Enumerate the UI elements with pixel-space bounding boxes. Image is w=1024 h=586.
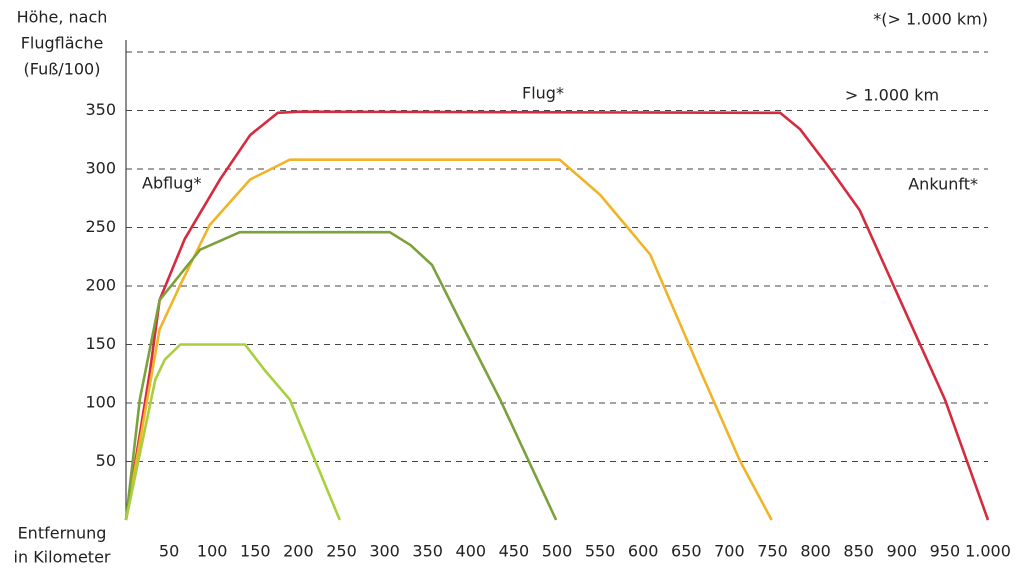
line-series bbox=[124, 230, 558, 521]
x-tick-label: 50 bbox=[159, 542, 179, 561]
x-tick-label: 450 bbox=[499, 542, 530, 561]
x-tick-label: 250 bbox=[326, 542, 357, 561]
y-tick-label: 100 bbox=[85, 393, 116, 412]
x-tick-label: 400 bbox=[456, 542, 487, 561]
y-tick-label: 300 bbox=[85, 159, 116, 178]
annotation: Ankunft* bbox=[908, 175, 978, 194]
y-axis-label: (Fuß/100) bbox=[24, 60, 101, 79]
x-tick-label: 550 bbox=[585, 542, 616, 561]
line-series bbox=[124, 343, 341, 521]
x-tick-label: 350 bbox=[412, 542, 443, 561]
x-tick-label: 500 bbox=[542, 542, 573, 561]
x-tick-label: 1.000 bbox=[965, 542, 1011, 561]
x-tick-label: 850 bbox=[843, 542, 874, 561]
line-series bbox=[124, 110, 990, 521]
line-series bbox=[124, 158, 773, 521]
x-tick-label: 700 bbox=[714, 542, 745, 561]
x-tick-label: 950 bbox=[930, 542, 961, 561]
x-axis-label: in Kilometer bbox=[14, 548, 111, 567]
x-tick-label: 650 bbox=[671, 542, 702, 561]
x-tick-label: 300 bbox=[369, 542, 400, 561]
annotation: *(> 1.000 km) bbox=[873, 10, 988, 29]
y-axis-label: Flugfläche bbox=[21, 34, 104, 53]
annotation: Abflug* bbox=[142, 174, 201, 193]
annotation: Flug* bbox=[522, 84, 564, 103]
y-tick-label: 250 bbox=[85, 217, 116, 236]
y-axis-label: Höhe, nach bbox=[17, 8, 108, 27]
x-tick-label: 600 bbox=[628, 542, 659, 561]
annotation: > 1.000 km bbox=[845, 86, 939, 105]
x-tick-label: 800 bbox=[800, 542, 831, 561]
x-tick-label: 750 bbox=[757, 542, 788, 561]
x-tick-label: 100 bbox=[197, 542, 228, 561]
y-tick-label: 350 bbox=[85, 100, 116, 119]
x-tick-label: 900 bbox=[887, 542, 918, 561]
x-tick-label: 150 bbox=[240, 542, 271, 561]
x-tick-label: 200 bbox=[283, 542, 314, 561]
y-tick-label: 150 bbox=[85, 334, 116, 353]
x-axis-label: Entfernung bbox=[18, 524, 107, 543]
y-tick-label: 50 bbox=[96, 451, 116, 470]
y-tick-label: 200 bbox=[85, 276, 116, 295]
